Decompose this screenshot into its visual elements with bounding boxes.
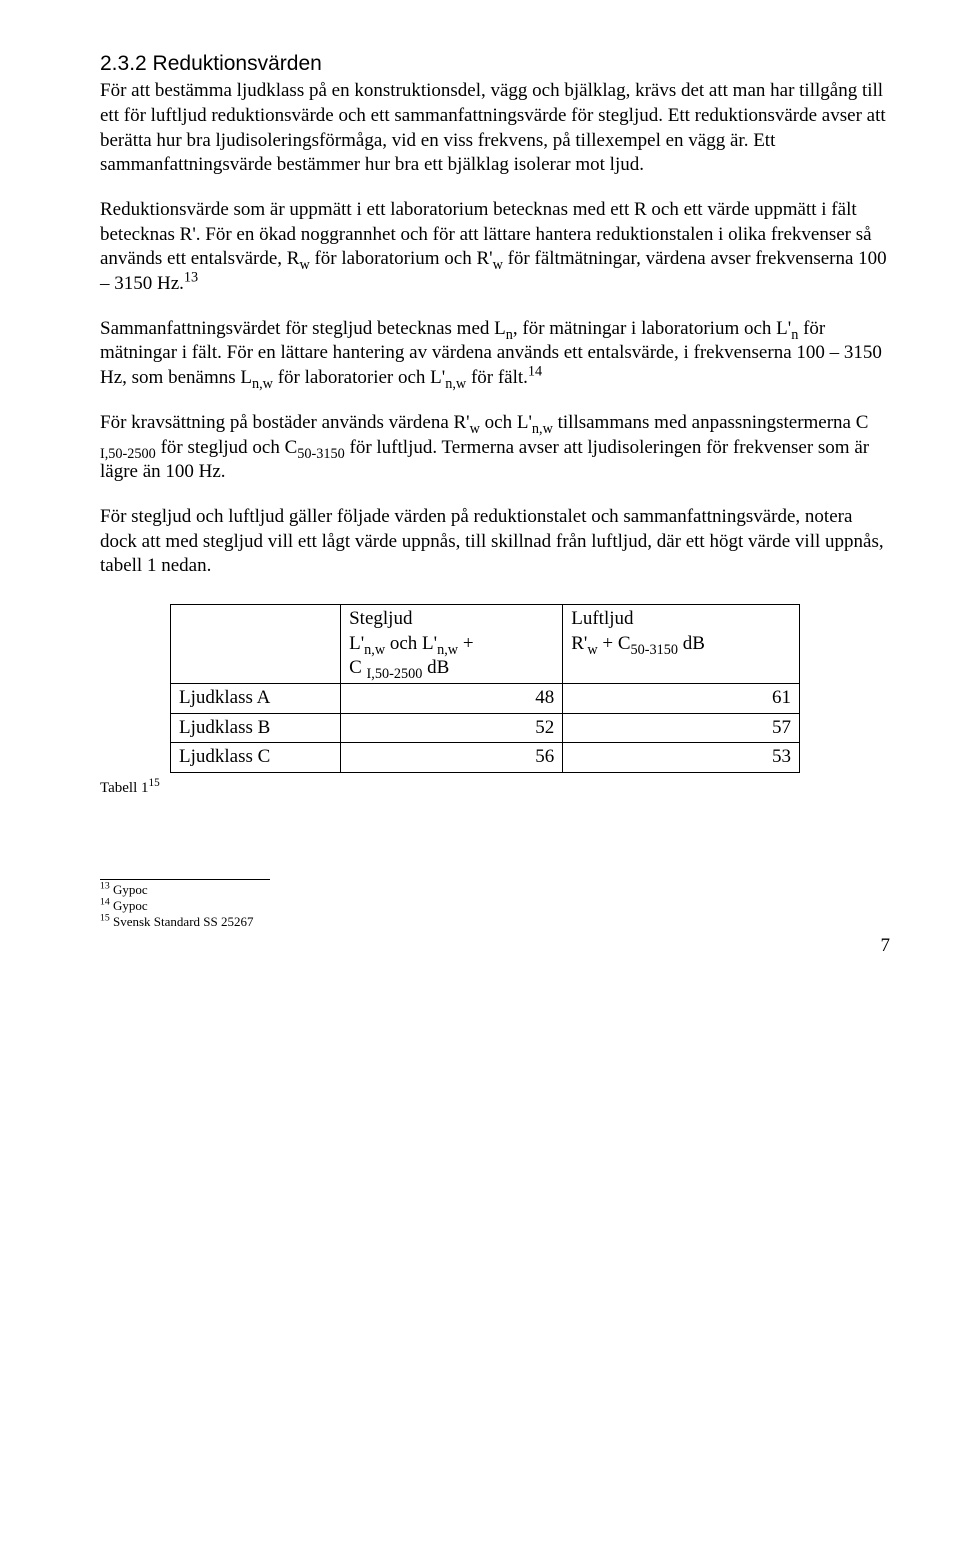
subscript: n,w	[445, 376, 466, 392]
table-cell-value: 57	[563, 713, 800, 743]
text: L'	[349, 633, 364, 654]
text: , för mätningar i laboratorium och L'	[513, 318, 791, 339]
text: Sammanfattningsvärdet för stegljud betec…	[100, 318, 506, 339]
subscript: w	[493, 257, 503, 273]
paragraph: För stegljud och luftljud gäller följade…	[100, 505, 890, 579]
footnote: 15 Svensk Standard SS 25267	[100, 914, 890, 930]
text: C	[349, 657, 366, 678]
paragraph: Reduktionsvärde som är uppmätt i ett lab…	[100, 198, 890, 297]
table-cell-label: Ljudklass B	[171, 713, 341, 743]
text: Luftljud	[571, 608, 633, 629]
text: för laboratorium och R'	[310, 248, 493, 269]
footnote-num: 14	[100, 897, 110, 908]
table-cell-value: 53	[563, 743, 800, 773]
text: för laboratorier och L'	[273, 367, 445, 388]
table-cell-value: 61	[563, 684, 800, 714]
text: Tabell 1	[100, 780, 149, 796]
text: för stegljud och C	[156, 437, 297, 458]
subscript: w	[470, 421, 480, 437]
text: och L'	[385, 633, 437, 654]
subscript: w	[299, 257, 309, 273]
footnote: 14 Gypoc	[100, 898, 890, 914]
page-number: 7	[100, 934, 890, 959]
subscript: 50-3150	[631, 641, 679, 657]
footnotes: 13 Gypoc 14 Gypoc 15 Svensk Standard SS …	[100, 882, 890, 931]
text: R'	[571, 633, 587, 654]
table-cell-label: Ljudklass C	[171, 743, 341, 773]
table-row: Ljudklass C 56 53	[171, 743, 800, 773]
text: + C	[598, 633, 631, 654]
table-row: Ljudklass A 48 61	[171, 684, 800, 714]
footnote: 13 Gypoc	[100, 882, 890, 898]
table-cell-empty	[171, 604, 341, 683]
table-cell-value: 56	[341, 743, 563, 773]
text: dB	[422, 657, 449, 678]
footnote-num: 15	[100, 913, 110, 924]
section-heading: 2.3.2 Reduktionsvärden	[100, 50, 890, 77]
text: Stegljud	[349, 608, 412, 629]
text: tillsammans med anpassningstermerna C	[553, 412, 869, 433]
subscript: n,w	[437, 641, 458, 657]
subscript: w	[587, 641, 597, 657]
footnote-ref: 13	[184, 270, 198, 286]
paragraph: För att bestämma ljudklass på en konstru…	[100, 79, 890, 178]
subscript: n	[506, 327, 513, 343]
subscript: n,w	[532, 421, 553, 437]
table-cell-label: Ljudklass A	[171, 684, 341, 714]
text: För kravsättning på bostäder används vär…	[100, 412, 470, 433]
footnote-text: Gypoc	[110, 898, 148, 913]
table-cell-value: 48	[341, 684, 563, 714]
footnote-separator	[100, 879, 270, 880]
subscript: 50-3150	[297, 445, 345, 461]
paragraph: Sammanfattningsvärdet för stegljud betec…	[100, 317, 890, 391]
footnote-text: Gypoc	[110, 882, 148, 897]
footnote-ref: 15	[149, 777, 160, 789]
table-header-stegljud: Stegljud L'n,w och L'n,w + C I,50-2500 d…	[341, 604, 563, 683]
subscript: n,w	[252, 376, 273, 392]
text: och L'	[480, 412, 532, 433]
subscript: I,50-2500	[100, 445, 156, 461]
text: +	[458, 633, 473, 654]
text: dB	[678, 633, 705, 654]
text: för fält.	[466, 367, 528, 388]
subscript: n,w	[364, 641, 385, 657]
table-header-row: Stegljud L'n,w och L'n,w + C I,50-2500 d…	[171, 604, 800, 683]
footnote-text: Svensk Standard SS 25267	[110, 914, 254, 929]
footnote-ref: 14	[528, 364, 542, 380]
table-cell-value: 52	[341, 713, 563, 743]
table-row: Ljudklass B 52 57	[171, 713, 800, 743]
table-caption: Tabell 115	[100, 779, 890, 799]
ljudklass-table: Stegljud L'n,w och L'n,w + C I,50-2500 d…	[170, 604, 800, 773]
table-header-luftljud: Luftljud R'w + C50-3150 dB	[563, 604, 800, 683]
subscript: I,50-2500	[367, 666, 423, 682]
footnote-num: 13	[100, 880, 110, 891]
paragraph: För kravsättning på bostäder används vär…	[100, 411, 890, 485]
